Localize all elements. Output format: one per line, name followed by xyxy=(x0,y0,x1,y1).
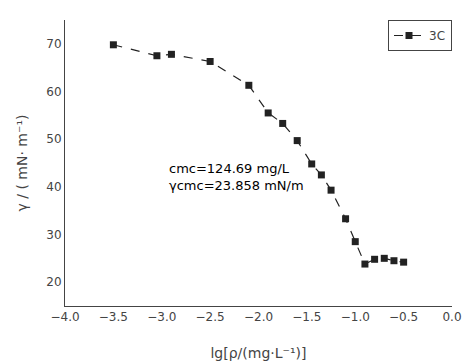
svg-text:cmc=124.69 mg/Lγcmc=23.858 mN/: cmc=124.69 mg/Lγcmc=23.858 mN/m xyxy=(169,161,304,193)
svg-text:−3.0: −3.0 xyxy=(147,310,176,324)
svg-text:30: 30 xyxy=(46,228,61,242)
svg-text:lg[ρ/(mg·L⁻¹)]: lg[ρ/(mg·L⁻¹)] xyxy=(210,345,306,361)
svg-text:60: 60 xyxy=(46,85,61,99)
svg-text:−4.0: −4.0 xyxy=(50,310,79,324)
svg-text:γ / ( mN· m⁻¹): γ / ( mN· m⁻¹) xyxy=(14,115,30,212)
svg-text:0.0: 0.0 xyxy=(442,310,461,324)
svg-text:−3.5: −3.5 xyxy=(99,310,128,324)
svg-text:−2.0: −2.0 xyxy=(244,310,273,324)
svg-text:70: 70 xyxy=(46,37,61,51)
svg-text:−2.5: −2.5 xyxy=(196,310,225,324)
svg-text:50: 50 xyxy=(46,132,61,146)
svg-text:−0.5: −0.5 xyxy=(389,310,418,324)
svg-text:40: 40 xyxy=(46,180,61,194)
svg-text:−1.5: −1.5 xyxy=(292,310,321,324)
svg-text:20: 20 xyxy=(46,275,61,289)
svg-text:−1.0: −1.0 xyxy=(341,310,370,324)
svg-text:3C: 3C xyxy=(429,29,445,43)
